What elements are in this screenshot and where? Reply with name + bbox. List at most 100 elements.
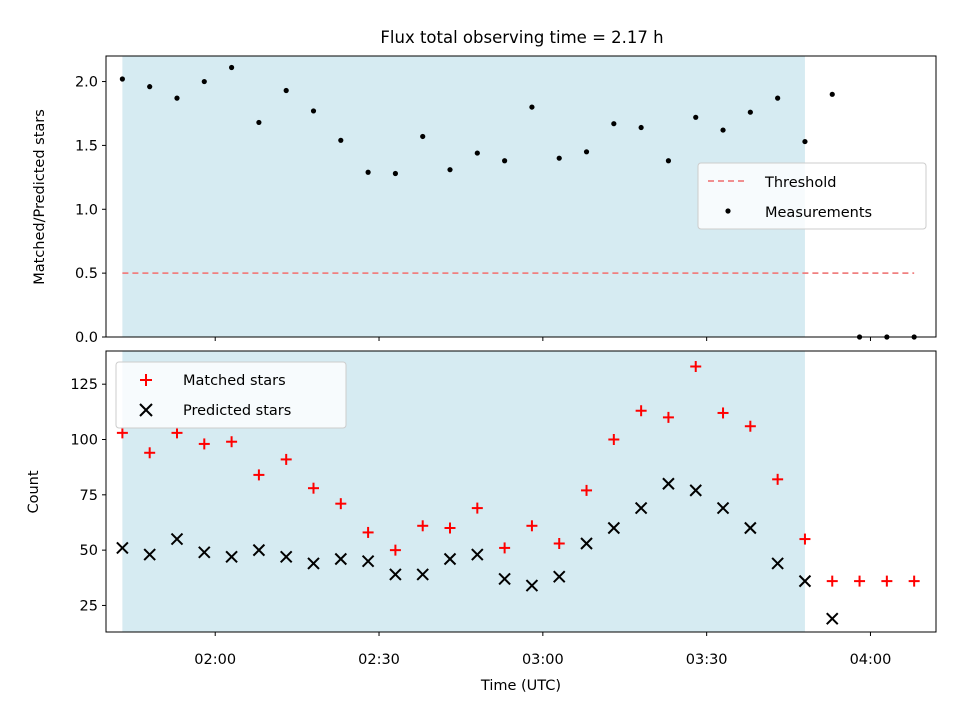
- predicted-star-point: [225, 550, 238, 563]
- predicted-star-point: [279, 550, 293, 563]
- measurement-point: [611, 121, 617, 127]
- bottom-y-tick-label: 75: [80, 488, 98, 504]
- measurement-point: [829, 91, 835, 97]
- matched-star-point: [908, 575, 920, 587]
- legend-matched-label: Matched stars: [183, 373, 286, 389]
- measurement-point: [638, 124, 644, 131]
- measurement-point: [583, 149, 590, 155]
- predicted-star-point: [198, 546, 211, 559]
- bottom-y-label: Count: [26, 470, 42, 513]
- measurement-point: [119, 76, 125, 82]
- bottom-axes-frame: [105, 350, 937, 633]
- predicted-star-point: [416, 568, 429, 581]
- measurement-point: [802, 138, 808, 145]
- matched-star-point: [881, 575, 893, 587]
- predicted-star-point: [307, 557, 320, 570]
- top-y-tick-label: 1.0: [75, 202, 98, 218]
- top-panel: 0.00.51.01.52.0 Matched/Predicted stars …: [32, 55, 937, 346]
- measurement-point: [228, 64, 235, 71]
- matched-star-point: [335, 498, 347, 510]
- top-axes-frame: [105, 55, 937, 338]
- matched-star-point: [171, 427, 183, 439]
- matched-star-point: [444, 522, 456, 534]
- matched-star-point: [553, 537, 565, 549]
- measurement-point: [420, 133, 426, 140]
- matched-star-point: [526, 520, 538, 532]
- matched-star-point: [116, 427, 128, 439]
- top-x-ticks: [214, 337, 871, 341]
- bottom-panel: 25 50 75 100 125 02:00 02:30 03:00 03:30 04:00 C…: [26, 350, 937, 694]
- top-y-tick-label: 0.5: [75, 266, 98, 282]
- bottom-legend-box: [115, 361, 347, 429]
- bottom-y-tick-label: 50: [80, 543, 98, 559]
- x-axis-label: Time (UTC): [480, 678, 561, 694]
- bottom-x-axis: 02:00 02:30 03:00 03:30 04:00: [194, 632, 891, 668]
- predicted-star-point: [525, 579, 539, 592]
- matched-star-point: [826, 575, 838, 587]
- predicted-star-point: [798, 574, 812, 588]
- legend-predicted-label: Predicted stars: [183, 403, 291, 419]
- predicted-star-point: [662, 477, 675, 490]
- top-legend-box: [697, 162, 927, 230]
- predicted-star-point: [826, 612, 839, 625]
- measurement-point: [775, 95, 781, 101]
- measurement-point: [529, 104, 535, 110]
- predicted-star-point: [252, 543, 266, 557]
- predicted-star-point: [498, 572, 511, 586]
- matched-star-point: [417, 520, 429, 532]
- measurement-point: [392, 170, 399, 177]
- matched-star-point: [226, 436, 238, 448]
- predicted-star-point: [553, 570, 566, 583]
- matched-star-point: [854, 575, 866, 587]
- matched-star-point: [772, 473, 784, 485]
- measurement-point: [720, 127, 726, 133]
- top-y-axis: 0.0 0.5 1.0 1.5 2.0: [75, 75, 106, 346]
- matched-star-point: [608, 434, 620, 446]
- measurement-point: [447, 167, 453, 173]
- predicted-star-point: [334, 552, 348, 566]
- measurement-point: [693, 114, 699, 120]
- matched-star-point: [581, 484, 593, 496]
- predicted-star-point: [471, 548, 484, 561]
- measurement-point: [283, 87, 289, 94]
- matched-star-point: [717, 407, 729, 419]
- measurement-point: [201, 78, 207, 85]
- predicted-star-point: [689, 484, 702, 497]
- matched-star-point: [471, 502, 483, 514]
- top-legend: Threshold Measurements: [697, 162, 927, 230]
- x-tick-label: 02:00: [194, 652, 236, 668]
- predicted-star-point: [443, 552, 457, 566]
- chart-title: Flux total observing time = 2.17 h: [380, 28, 663, 47]
- legend-predicted-swatch: [139, 403, 153, 417]
- x-tick-label: 04:00: [850, 652, 892, 668]
- legend-matched-swatch: [140, 374, 152, 386]
- legend-threshold-label: Threshold: [764, 175, 836, 191]
- predicted-star-point: [634, 501, 648, 515]
- x-tick-label: 03:00: [522, 652, 564, 668]
- predicted-star-point: [361, 554, 375, 568]
- predicted-star-point: [744, 521, 757, 535]
- bottom-y-axis: 25 50 75 100 125: [70, 377, 106, 614]
- matched-star-point: [662, 411, 674, 423]
- matched-star-point: [308, 482, 319, 494]
- bottom-legend: Matched stars Predicted stars: [115, 361, 347, 429]
- bottom-y-tick-label: 25: [80, 598, 98, 614]
- predicted-star-point: [716, 501, 730, 515]
- top-shaded-interval: [122, 56, 805, 337]
- measurement-point: [502, 158, 508, 164]
- legend-measurements-swatch: [725, 208, 731, 214]
- matched-star-point: [635, 405, 647, 417]
- measurement-point: [338, 137, 344, 143]
- top-y-label: Matched/Predicted stars: [32, 109, 48, 285]
- measurement-point: [310, 108, 317, 114]
- measurement-point: [147, 84, 153, 90]
- measurement-point: [747, 109, 753, 115]
- bottom-y-tick-label: 100: [70, 433, 98, 449]
- matched-star-point: [690, 360, 702, 372]
- bottom-plot-area: [116, 360, 920, 625]
- matched-star-point: [253, 469, 265, 481]
- matched-star-point: [144, 447, 156, 459]
- matched-star-point: [799, 533, 811, 545]
- matched-star-point: [744, 420, 756, 432]
- predicted-star-point: [580, 537, 593, 550]
